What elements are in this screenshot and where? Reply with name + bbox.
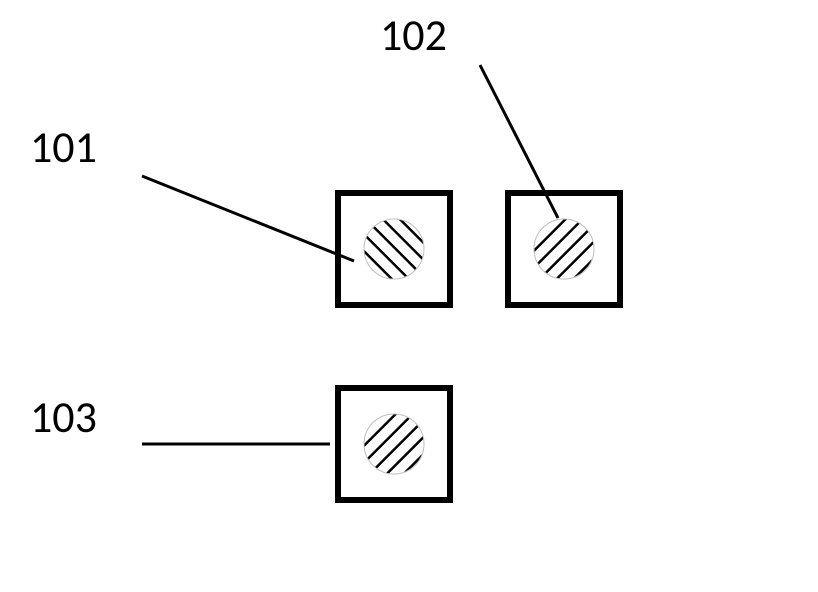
hatched-circle-102: [532, 217, 596, 281]
label-102: 102: [380, 8, 447, 62]
hatched-circle-103: [362, 412, 426, 476]
label-101: 101: [30, 120, 97, 174]
label-103: 103: [30, 390, 97, 444]
leader-101: [142, 176, 354, 261]
hatched-circle-101: [362, 217, 426, 281]
